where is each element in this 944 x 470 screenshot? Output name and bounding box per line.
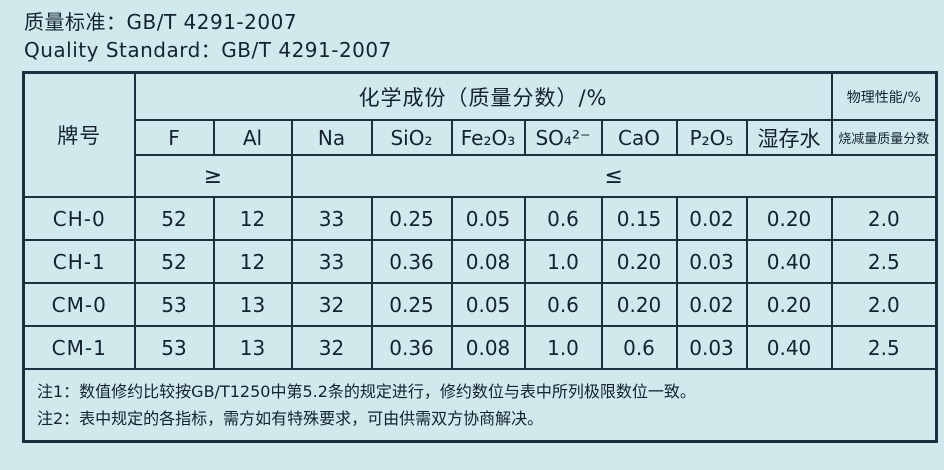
value-cell: 2.0	[830, 282, 938, 327]
value-cell: 0.36	[370, 239, 453, 284]
grade-column-header: 牌号	[22, 71, 136, 198]
value-cell: 2.5	[830, 325, 938, 370]
value-cell: 53	[133, 325, 215, 370]
value-cell: 2.5	[830, 239, 938, 284]
table-row: CM-0 53 13 32 0.25 0.05 0.6 0.20 0.02 0.…	[22, 282, 938, 327]
notes-row: 注1：数值修约比较按GB/T1250中第5.2条的规定进行，修约数位与表中所列极…	[22, 368, 938, 443]
col-header-al: Al	[212, 119, 293, 156]
value-cell: 13	[212, 325, 293, 370]
note-1: 注1：数值修约比较按GB/T1250中第5.2条的规定进行，修约数位与表中所列极…	[37, 382, 696, 401]
value-cell: 0.36	[370, 325, 453, 370]
col-header-sio2: SiO₂	[370, 119, 453, 156]
value-cell: 0.20	[745, 196, 833, 241]
value-cell: 13	[212, 282, 293, 327]
value-cell: 0.02	[675, 196, 748, 241]
value-cell: 0.02	[675, 282, 748, 327]
note-2: 注2：表中规定的各指标，需方如有特殊要求，可由供需双方协商解决。	[37, 409, 544, 428]
spec-table: 牌号 化学成份（质量分数）/% 物理性能/% F Al Na SiO₂ Fe₂O…	[22, 71, 939, 443]
value-cell: 33	[290, 196, 373, 241]
table-row: CM-1 53 13 32 0.36 0.08 1.0 0.6 0.03 0.4…	[22, 325, 938, 370]
col-header-moisture: 湿存水	[745, 119, 833, 156]
value-cell: 1.0	[523, 239, 603, 284]
value-cell: 0.20	[745, 282, 833, 327]
grade-cell: CH-0	[22, 196, 136, 241]
value-cell: 0.03	[675, 239, 748, 284]
value-cell: 12	[212, 239, 293, 284]
grade-cell: CM-0	[22, 282, 136, 327]
col-header-na: Na	[290, 119, 373, 156]
value-cell: 0.20	[600, 239, 678, 284]
value-cell: 32	[290, 282, 373, 327]
table-row: CH-1 52 12 33 0.36 0.08 1.0 0.20 0.03 0.…	[22, 239, 938, 284]
value-cell: 0.6	[523, 196, 603, 241]
chem-group-header: 化学成份（质量分数）/%	[133, 71, 833, 121]
value-cell: 0.25	[370, 282, 453, 327]
column-header-row: F Al Na SiO₂ Fe₂O₃ SO₄²⁻ CaO P₂O₅ 湿存水 烧减…	[24, 119, 938, 156]
table-row: CH-0 52 12 33 0.25 0.05 0.6 0.15 0.02 0.…	[22, 196, 938, 241]
value-cell: 32	[290, 325, 373, 370]
value-cell: 1.0	[523, 325, 603, 370]
col-header-f: F	[133, 119, 215, 156]
title-block: 质量标准：GB/T 4291-2007 Quality Standard：GB/…	[0, 0, 944, 64]
value-cell: 0.15	[600, 196, 678, 241]
notes-cell: 注1：数值修约比较按GB/T1250中第5.2条的规定进行，修约数位与表中所列极…	[22, 368, 938, 443]
value-cell: 33	[290, 239, 373, 284]
value-cell: 12	[212, 196, 293, 241]
value-cell: 0.08	[450, 325, 526, 370]
value-cell: 0.40	[745, 325, 833, 370]
col-header-p2o5: P₂O₅	[675, 119, 748, 156]
page-title-en: Quality Standard：GB/T 4291-2007	[24, 38, 392, 62]
value-cell: 0.6	[523, 282, 603, 327]
value-cell: 52	[133, 196, 215, 241]
value-cell: 0.20	[600, 282, 678, 327]
grade-cell: CH-1	[22, 239, 136, 284]
value-cell: 0.6	[600, 325, 678, 370]
col-header-ignition-loss: 烧减量质量分数	[830, 119, 938, 156]
constraint-min-cell: ≥	[133, 154, 293, 198]
value-cell: 0.08	[450, 239, 526, 284]
value-cell: 53	[133, 282, 215, 327]
phys-group-header: 物理性能/%	[830, 71, 938, 121]
group-header-row: 牌号 化学成份（质量分数）/% 物理性能/%	[22, 71, 938, 198]
value-cell: 2.0	[830, 196, 938, 241]
value-cell: 0.03	[675, 325, 748, 370]
constraint-max-cell: ≤	[290, 154, 938, 198]
grade-cell: CM-1	[22, 325, 136, 370]
col-header-so4: SO₄²⁻	[523, 119, 603, 156]
value-cell: 0.40	[745, 239, 833, 284]
value-cell: 0.25	[370, 196, 453, 241]
col-header-fe2o3: Fe₂O₃	[450, 119, 526, 156]
value-cell: 52	[133, 239, 215, 284]
value-cell: 0.05	[450, 282, 526, 327]
value-cell: 0.05	[450, 196, 526, 241]
col-header-cao: CaO	[600, 119, 678, 156]
constraint-row: ≥ ≤	[24, 154, 938, 198]
page-title-zh: 质量标准：GB/T 4291-2007	[24, 10, 298, 34]
